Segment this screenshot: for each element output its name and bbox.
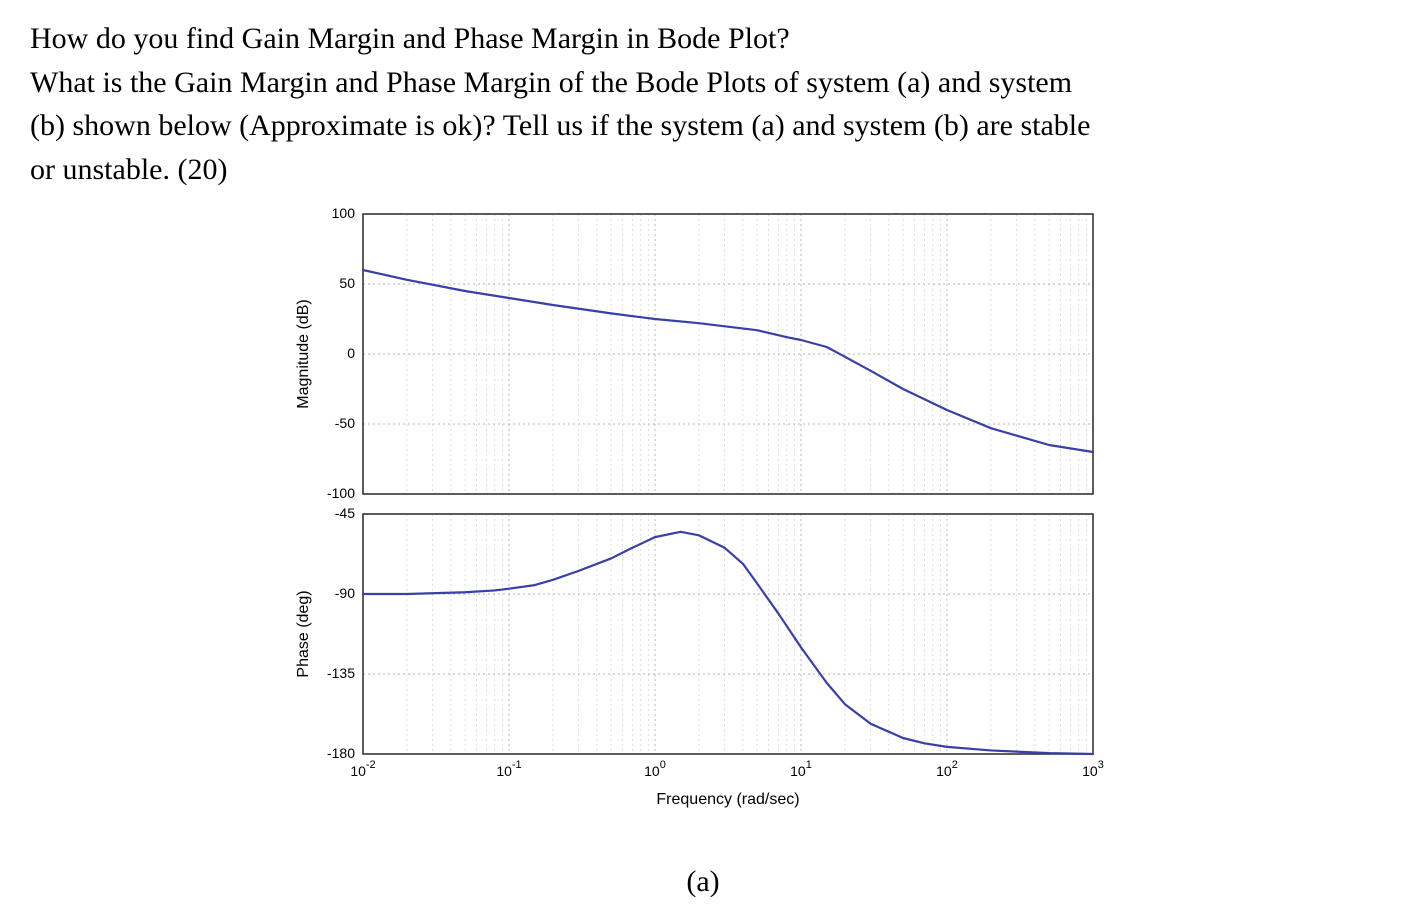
question-line-1: How do you find Gain Margin and Phase Ma…: [30, 20, 1376, 58]
question-line-3: (b) shown below (Approximate is ok)? Tel…: [30, 107, 1376, 145]
subplot-label-a: (a): [30, 865, 1376, 899]
phase-ytick-label: -135: [327, 665, 355, 681]
bode-plot: -100 -50 0 50 100 Magnitude (dB) -180 -135 -90 -4…: [273, 194, 1133, 854]
xtick-label: 103: [1082, 759, 1104, 779]
magnitude-ytick-label: 0: [347, 345, 355, 361]
x-axis-label: Frequency (rad/sec): [656, 791, 799, 808]
bode-figure-wrap: -100 -50 0 50 100 Magnitude (dB) -180 -135 -90 -4…: [30, 194, 1376, 899]
xtick-label: 101: [790, 759, 812, 779]
phase-ytick-label: -45: [335, 505, 355, 521]
phase-ytick-label: -90: [335, 585, 355, 601]
phase-ytick-label: -180: [327, 745, 355, 761]
magnitude-ytick-label: -50: [335, 415, 355, 431]
magnitude-ytick-label: 100: [332, 205, 356, 221]
xtick-label: 10-2: [350, 759, 375, 779]
question-line-2: What is the Gain Margin and Phase Margin…: [30, 64, 1376, 102]
magnitude-ylabel: Magnitude (dB): [295, 299, 312, 408]
magnitude-ytick-label: -100: [327, 485, 355, 501]
xtick-label: 102: [936, 759, 958, 779]
xtick-label: 10-1: [496, 759, 521, 779]
page: How do you find Gain Margin and Phase Ma…: [0, 0, 1406, 908]
question-line-4: or unstable. (20): [30, 151, 1376, 189]
magnitude-ytick-label: 50: [339, 275, 355, 291]
phase-ylabel: Phase (deg): [295, 590, 312, 677]
xtick-label: 100: [644, 759, 666, 779]
